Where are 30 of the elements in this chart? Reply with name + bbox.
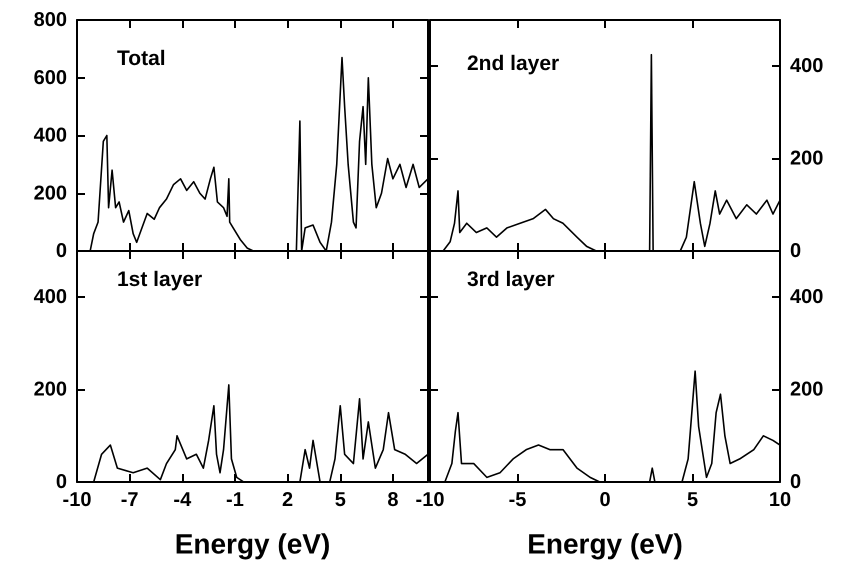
x-tick-label: 2 xyxy=(282,489,294,511)
text: 3rd layer xyxy=(467,268,555,291)
x-tick-label: -5 xyxy=(508,489,526,511)
y2-tick-label: 0 xyxy=(790,471,802,493)
y2-tick-label: 200 xyxy=(790,378,824,401)
y-tick-label: 800 xyxy=(34,9,67,31)
y-tick-label: 200 xyxy=(34,378,67,401)
x-tick-label: -1 xyxy=(226,489,244,511)
x-tick-label: 10 xyxy=(768,489,792,511)
y2-tick-label: 400 xyxy=(790,286,824,308)
x-tick-label: 5 xyxy=(334,489,346,511)
y-tick-label: 600 xyxy=(34,66,67,89)
x-tick-label: -7 xyxy=(120,489,139,511)
x-tick-label: -4 xyxy=(173,489,192,511)
y2-tick-label: 400 xyxy=(790,55,824,78)
text: 2nd layer xyxy=(467,52,560,75)
text: Total xyxy=(117,47,166,70)
x-axis-title: Energy (eV) xyxy=(174,528,330,560)
x-tick-label: 0 xyxy=(599,489,611,511)
x-tick-label: -10 xyxy=(416,489,444,511)
text: 1st layer xyxy=(117,268,202,291)
x-tick-label: 5 xyxy=(686,489,698,511)
y2-tick-label: 200 xyxy=(790,148,824,170)
y2-tick-label: 0 xyxy=(790,240,802,262)
y-tick-label: 200 xyxy=(34,182,67,204)
x-axis-title: Energy (eV) xyxy=(527,528,683,560)
y-tick-label: 0 xyxy=(56,240,67,262)
y-tick-label: 400 xyxy=(34,286,67,308)
x-tick-label: 8 xyxy=(387,489,398,511)
y-tick-label: 400 xyxy=(34,124,67,146)
